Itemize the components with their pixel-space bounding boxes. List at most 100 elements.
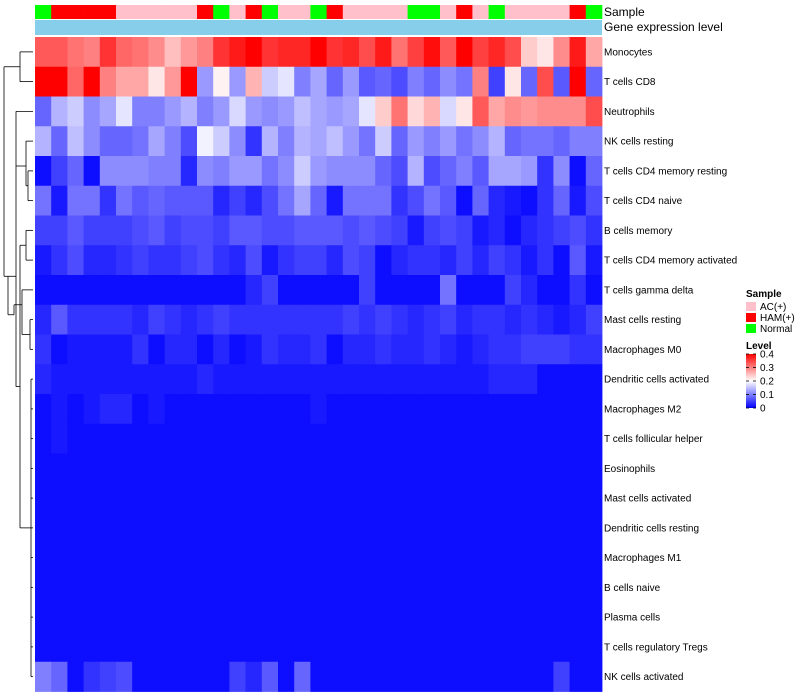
heatmap-cell [342, 245, 360, 276]
heatmap-cell [310, 572, 327, 603]
heatmap-cell [456, 661, 473, 692]
heatmap-cell [83, 423, 101, 454]
sample-cell [359, 5, 376, 19]
heatmap-cell [245, 66, 263, 97]
heatmap-cell [359, 126, 376, 157]
heatmap-cell [585, 66, 603, 97]
legend: Sample AC(+) HAM(+) Normal Level 0.40.30… [746, 289, 795, 415]
heatmap-cell [375, 275, 392, 306]
heatmap-cell [116, 334, 133, 365]
sample-cell [294, 5, 311, 19]
heatmap-cell [537, 572, 554, 603]
heatmap-cell [342, 37, 360, 68]
heatmap-cell [180, 304, 198, 335]
heatmap-cell [456, 275, 473, 306]
heatmap-cell [132, 156, 149, 187]
heatmap-cell [229, 126, 246, 157]
heatmap-cell [423, 215, 441, 246]
heatmap-cell [229, 156, 246, 187]
heatmap-cell [83, 364, 101, 395]
heatmap-cell [294, 453, 311, 484]
heatmap-cell [148, 483, 165, 514]
heatmap-cell [164, 513, 182, 544]
heatmap-cell [326, 542, 344, 573]
heatmap-cell [472, 304, 489, 335]
heatmap-cell [116, 483, 133, 514]
row-label: Dendritic cells activated [604, 375, 709, 386]
row-label: T cells gamma delta [604, 285, 694, 296]
heatmap-cell [488, 394, 506, 425]
heatmap-cell [132, 572, 149, 603]
heatmap-cell [310, 156, 327, 187]
heatmap-cell [521, 37, 538, 68]
heatmap-cell [456, 126, 473, 157]
sample-cell [521, 5, 538, 19]
heatmap-cell [213, 275, 230, 306]
heatmap-cell [407, 572, 425, 603]
heatmap-cell [504, 275, 522, 306]
heatmap-cell [35, 602, 52, 633]
heatmap-cell [148, 364, 165, 395]
heatmap-cell [359, 661, 376, 692]
heatmap-cell [569, 661, 587, 692]
heatmap-cell [148, 602, 165, 633]
heatmap-cell [51, 364, 68, 395]
heatmap-cell [83, 632, 101, 663]
heatmap-cell [116, 364, 133, 395]
heatmap-cell [326, 632, 344, 663]
heatmap-cell [456, 423, 473, 454]
heatmap-cell [488, 453, 506, 484]
sample-cell [99, 5, 117, 19]
heatmap-cell [537, 364, 554, 395]
heatmap-cell [278, 572, 295, 603]
heatmap-cell [423, 334, 441, 365]
heatmap-cell [440, 96, 457, 127]
heatmap-cell [148, 37, 165, 68]
annotation-label-sample: Sample [604, 5, 645, 19]
heatmap-cell [180, 245, 198, 276]
heatmap-cell [504, 602, 522, 633]
heatmap-cell [423, 394, 441, 425]
heatmap-cell [245, 96, 263, 127]
heatmap-cell [164, 334, 182, 365]
heatmap-cell [164, 66, 182, 97]
heatmap-cell [537, 423, 554, 454]
heatmap-cell [326, 394, 344, 425]
heatmap-cell [83, 275, 101, 306]
heatmap-cell [391, 453, 408, 484]
heatmap-cell [213, 513, 230, 544]
legend-tick-label: 0.2 [760, 377, 774, 388]
legend-swatch-ac [746, 302, 756, 311]
heatmap-cell [440, 37, 457, 68]
heatmap-cell [67, 661, 84, 692]
heatmap-cell [116, 275, 133, 306]
heatmap-cell [261, 304, 279, 335]
heatmap-cell [67, 126, 84, 157]
heatmap-cell [51, 602, 68, 633]
heatmap-cell [488, 423, 506, 454]
heatmap-cell [83, 37, 101, 68]
heatmap-cell [504, 334, 522, 365]
heatmap-cell [585, 632, 603, 663]
heatmap-cell [67, 542, 84, 573]
heatmap-cell [472, 126, 489, 157]
heatmap-cell [537, 661, 554, 692]
heatmap-cell [83, 126, 101, 157]
heatmap-cell [278, 602, 295, 633]
heatmap-cell [99, 66, 117, 97]
heatmap-cell [423, 66, 441, 97]
heatmap-cell [99, 602, 117, 633]
heatmap-cell [569, 185, 587, 216]
heatmap-cell [553, 245, 570, 276]
heatmap-cell [294, 364, 311, 395]
heatmap-cell [294, 513, 311, 544]
heatmap-cell [407, 483, 425, 514]
heatmap-cell [407, 661, 425, 692]
heatmap-cell [504, 423, 522, 454]
heatmap-cell [51, 542, 68, 573]
heatmap-cell [164, 453, 182, 484]
sample-cell [164, 5, 182, 19]
sample-cell [375, 5, 392, 19]
heatmap-cell [245, 215, 263, 246]
heatmap-cell [35, 37, 52, 68]
